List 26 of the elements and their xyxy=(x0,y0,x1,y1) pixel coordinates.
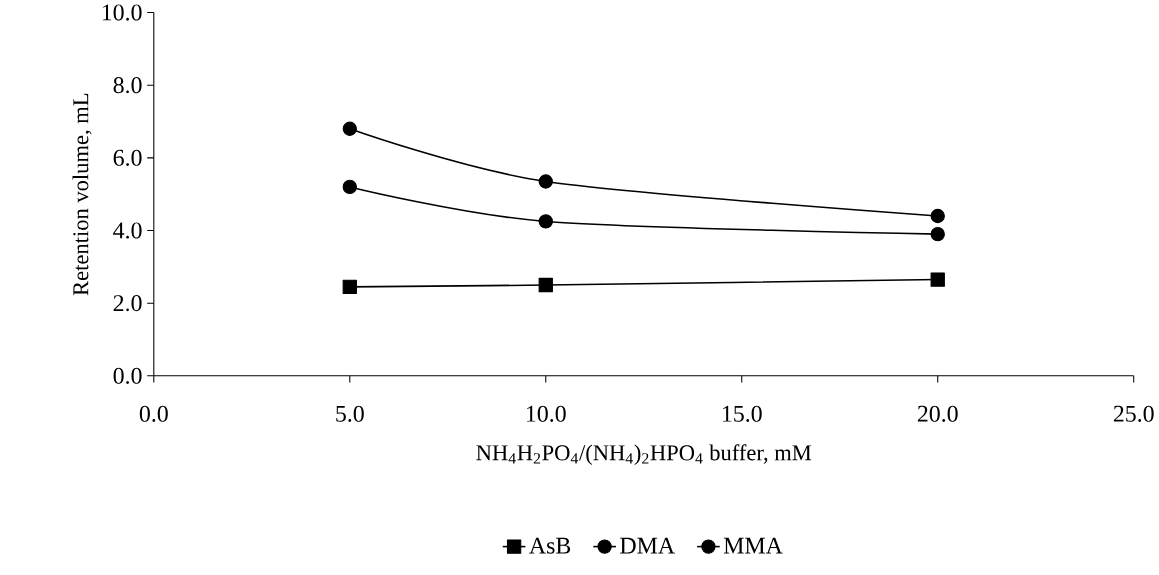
x-tick-label: 0.0 xyxy=(139,405,168,423)
y-tick-label: 2.0 xyxy=(113,295,142,312)
point xyxy=(342,121,357,137)
y-tick-label: 8.0 xyxy=(113,77,142,94)
x-tick-label: 15.0 xyxy=(722,405,762,423)
y-tick-label: 6.0 xyxy=(113,149,142,167)
legend-label: DMA xyxy=(620,537,675,554)
point xyxy=(342,279,357,295)
y-axis-title: Retention volume, mL xyxy=(72,93,92,296)
text: NH$_{4}$H$_{2}$PO$_{4}$/(NH$_{4}$)$_{2}$HPO$_{4}$ buffer, mM xyxy=(476,444,812,466)
point xyxy=(538,277,553,293)
x-tick-label: 5.0 xyxy=(336,405,364,423)
legend-label: MMA xyxy=(723,537,783,554)
y-tick-label: 10.0 xyxy=(102,4,142,21)
legend-label: AsB xyxy=(529,537,571,554)
y-tick-label: 0.0 xyxy=(113,367,142,385)
point xyxy=(930,272,945,287)
y-tick-label: 4.0 xyxy=(113,222,142,239)
x-tick-label: 25.0 xyxy=(1113,405,1154,423)
point xyxy=(342,179,357,195)
point xyxy=(930,227,945,242)
x-tick-label: 20.0 xyxy=(917,405,958,423)
x-tick-label: 10.0 xyxy=(526,405,566,423)
point xyxy=(538,214,553,229)
point xyxy=(538,174,553,189)
point xyxy=(930,208,945,224)
